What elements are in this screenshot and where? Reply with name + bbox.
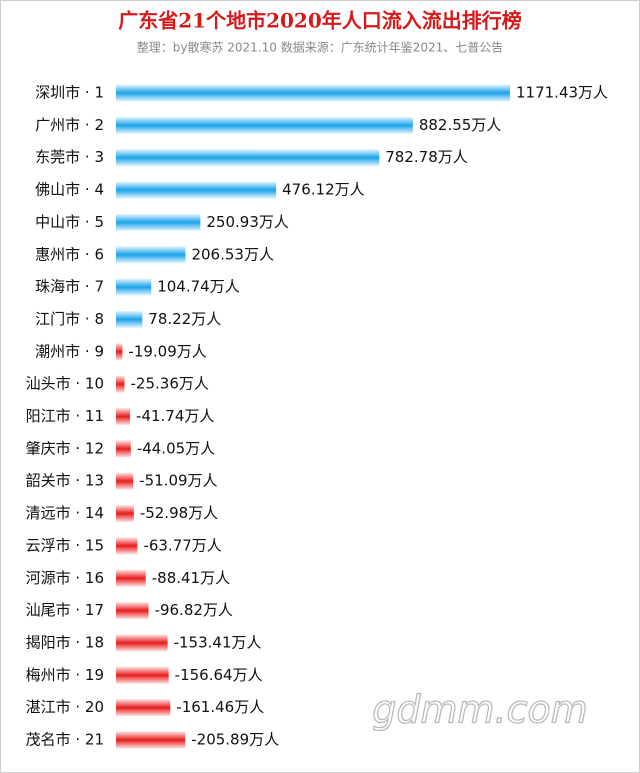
- category-label: 珠海市 · 7: [35, 278, 104, 296]
- bar: [116, 634, 168, 652]
- bar: [116, 602, 149, 620]
- category-label: 阳江市 · 11: [26, 407, 104, 425]
- bar: [116, 278, 152, 296]
- watermark: gdmm.com: [372, 688, 588, 732]
- category-label: 云浮市 · 15: [26, 536, 104, 554]
- bar: [116, 213, 201, 231]
- value-label: -153.41万人: [174, 633, 262, 651]
- bar: [116, 343, 123, 361]
- bar: [116, 84, 510, 102]
- bar: [116, 181, 277, 199]
- category-label: 汕头市 · 10: [26, 375, 104, 393]
- value-label: -88.41万人: [152, 569, 230, 587]
- category-label: 茂名市 · 21: [26, 731, 104, 749]
- value-label: -52.98万人: [140, 504, 218, 522]
- bar: [116, 472, 134, 490]
- category-label: 中山市 · 5: [35, 213, 104, 231]
- bar: [116, 246, 186, 264]
- value-label: -156.64万人: [175, 666, 263, 684]
- bar: [116, 666, 169, 684]
- category-label: 汕尾市 · 17: [26, 601, 104, 619]
- category-label: 肇庆市 · 12: [26, 439, 104, 457]
- bar: [116, 731, 186, 749]
- value-label: 1171.43万人: [516, 84, 608, 102]
- chart-title: 广东省21个地市2020年人口流入流出排行榜: [118, 9, 522, 33]
- value-label: -44.05万人: [137, 439, 215, 457]
- category-label: 梅州市 · 19: [26, 666, 104, 684]
- bar: [116, 569, 146, 587]
- value-label: -96.82万人: [155, 601, 233, 619]
- value-label: -51.09万人: [139, 472, 217, 490]
- category-label: 揭阳市 · 18: [26, 633, 104, 651]
- bar: [116, 375, 125, 393]
- bar: [116, 310, 143, 328]
- bar: [116, 408, 131, 425]
- category-label: 清远市 · 14: [26, 504, 104, 522]
- value-label: -161.46万人: [176, 698, 264, 716]
- chart-subtitle: 整理：by散寒苏 2021.10 数据来源：广东统计年鉴2021、七普公告: [137, 40, 504, 55]
- category-label: 深圳市 · 1: [35, 84, 104, 102]
- category-label: 佛山市 · 4: [35, 181, 104, 199]
- bar: [116, 440, 131, 458]
- bar: [116, 116, 413, 134]
- category-label: 东莞市 · 3: [35, 148, 104, 166]
- bar: [116, 505, 134, 523]
- value-label: 104.74万人: [157, 278, 240, 296]
- category-label: 惠州市 · 6: [35, 245, 104, 263]
- bar: [116, 537, 138, 555]
- value-label: 78.22万人: [148, 310, 221, 328]
- value-label: -19.09万人: [128, 342, 206, 360]
- value-label: 250.93万人: [206, 213, 289, 231]
- value-label: 782.78万人: [385, 148, 468, 166]
- value-label: -63.77万人: [143, 536, 221, 554]
- category-label: 湛江市 · 20: [26, 698, 104, 716]
- category-label: 河源市 · 16: [26, 569, 104, 587]
- value-label: 206.53万人: [191, 245, 274, 263]
- bar: [116, 149, 380, 167]
- value-label: -25.36万人: [131, 375, 209, 393]
- bar: [116, 699, 171, 717]
- value-label: 476.12万人: [282, 181, 365, 199]
- category-label: 广州市 · 2: [35, 116, 104, 134]
- category-label: 韶关市 · 13: [26, 472, 104, 490]
- value-label: 882.55万人: [419, 116, 502, 134]
- value-label: -205.89万人: [191, 731, 279, 749]
- category-label: 江门市 · 8: [35, 310, 104, 328]
- category-label: 潮州市 · 9: [35, 342, 104, 360]
- value-label: -41.74万人: [136, 407, 214, 425]
